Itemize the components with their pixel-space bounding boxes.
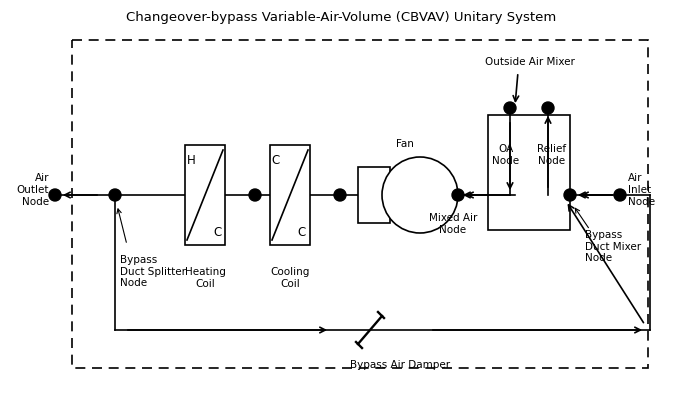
Bar (72, 40, 648, 368)
Text: Changeover-bypass Variable-Air-Volume (CBVAV) Unitary System: Changeover-bypass Variable-Air-Volume (C… (126, 11, 556, 24)
Text: C: C (298, 226, 306, 239)
Bar (185, 145, 225, 245)
Text: Outside Air Mixer: Outside Air Mixer (485, 57, 575, 67)
Text: Air
Inlet
Node: Air Inlet Node (628, 173, 655, 207)
Circle shape (452, 189, 464, 201)
Circle shape (249, 189, 261, 201)
Circle shape (614, 189, 626, 201)
Text: Air
Outlet
Node: Air Outlet Node (16, 173, 49, 207)
Text: OA
Node: OA Node (492, 144, 520, 166)
Text: Mixed Air
Node: Mixed Air Node (429, 213, 477, 235)
Circle shape (334, 189, 346, 201)
Text: C: C (213, 226, 221, 239)
Circle shape (49, 189, 61, 201)
Circle shape (109, 189, 121, 201)
Bar (488, 115, 570, 230)
Text: C: C (272, 154, 280, 167)
Text: Relief
Node: Relief Node (537, 144, 567, 166)
Text: Bypass
Duct Splitter
Node: Bypass Duct Splitter Node (120, 255, 186, 288)
Bar (270, 145, 310, 245)
Text: H: H (187, 154, 195, 167)
Circle shape (382, 157, 458, 233)
Bar (358, 167, 390, 223)
Text: Cooling
Coil: Cooling Coil (270, 267, 310, 288)
Circle shape (542, 102, 554, 114)
Text: Bypass
Duct Mixer
Node: Bypass Duct Mixer Node (585, 230, 641, 263)
Text: Heating
Coil: Heating Coil (185, 267, 226, 288)
Text: Fan: Fan (396, 139, 414, 149)
Circle shape (504, 102, 516, 114)
Circle shape (564, 189, 576, 201)
Text: Bypass Air Damper: Bypass Air Damper (350, 360, 450, 370)
